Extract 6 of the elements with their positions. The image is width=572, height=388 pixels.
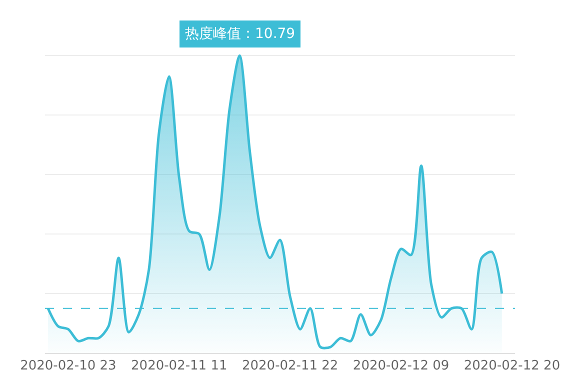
x-tick-label: 2020-02-11 11 [131,358,228,374]
x-tick-label: 2020-02-12 09 [352,358,450,374]
annotation: 热度峰值：10.79 [185,26,296,42]
x-tick-label: 2020-02-10 23 [20,358,116,374]
x-tick-label: 2020-02-12 20 [464,358,560,374]
x-tick-label: 2020-02-11 22 [242,358,338,374]
